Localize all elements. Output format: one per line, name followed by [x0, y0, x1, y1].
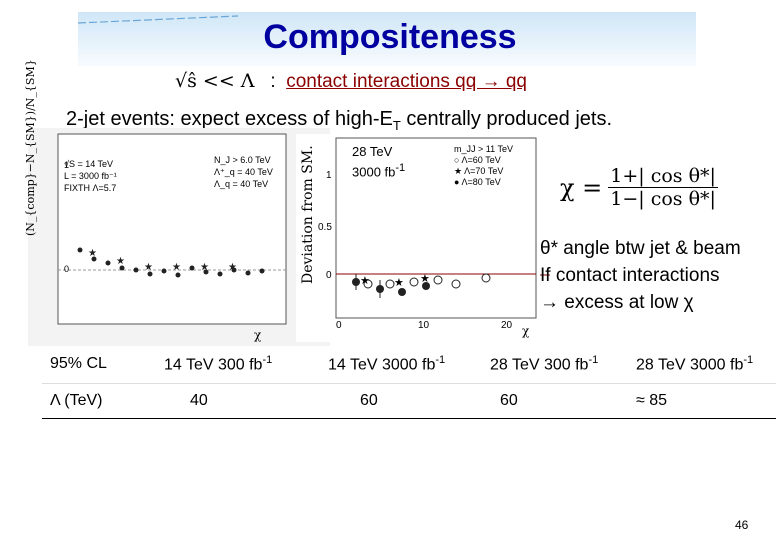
svg-text:★: ★ [420, 273, 430, 285]
left-plot-ylabel: (N_{comp}−N_{SM})/N_{SM} [24, 59, 37, 236]
table-cell: 95% CL [42, 345, 160, 384]
svg-text:★: ★ [172, 262, 181, 273]
results-table: 95% CL 14 TeV 300 fb-1 14 TeV 3000 fb-1 … [42, 345, 776, 419]
chi-numerator: 1+| cos θ*| [608, 165, 718, 188]
right-plot-xlabel: χ [522, 324, 530, 338]
left-ytick-1: 1 [64, 160, 70, 170]
table-sup: -1 [435, 353, 446, 366]
table-sup: -1 [588, 353, 599, 366]
right-legend-3: Λ=80 TeV [461, 177, 501, 187]
right-plot-svg: ★ ★ ★ [335, 137, 537, 319]
right-xtick-0: 0 [336, 320, 342, 331]
table-row: Λ (TeV) 40 60 60 ≈ 85 [42, 383, 776, 419]
right-plot-points: ★ ★ ★ [352, 273, 491, 298]
note-line-1: θ* angle btw jet & beam [540, 238, 741, 259]
table-cell-text: 28 TeV 300 fb [490, 356, 589, 374]
subtitle-math: √ŝ << Λ [175, 70, 255, 92]
left-plot-cut: N_J > 6.0 TeV Λ⁺_q = 40 TeV Λ_q = 40 TeV [214, 154, 273, 190]
svg-text:★: ★ [394, 277, 404, 289]
table-cell-text: 28 TeV 3000 fb [636, 356, 744, 374]
right-ytick-1: 1 [326, 170, 332, 181]
intro-tail: centrally produced jets. [400, 108, 613, 130]
table-cell: 60 [486, 383, 632, 419]
note-line-3: → excess at low χ [540, 292, 694, 313]
chi-denominator: 1−| cos θ*| [610, 188, 716, 210]
subtitle: √ŝ << Λ : contact interactions qq → qq [175, 70, 527, 93]
table-cell: ≈ 85 [632, 383, 776, 419]
chi-formula: χ = 1+| cos θ*| 1−| cos θ*| [560, 165, 718, 210]
banner-decoration [78, 15, 239, 24]
intro-text: 2-jet events: expect excess of high-ET c… [66, 108, 612, 133]
svg-text:★: ★ [144, 262, 153, 273]
right-mass-cut: m_JJ > 11 TeV [454, 144, 513, 154]
slide-title: Compositeness [263, 18, 517, 56]
left-ytick-0: 0 [64, 264, 70, 274]
red-line-extension [540, 274, 550, 276]
right-xtick-20: 20 [501, 320, 513, 331]
right-ytick-0: 0 [326, 270, 332, 281]
subtitle-colon: : [270, 71, 276, 92]
svg-text:★: ★ [360, 275, 370, 287]
left-cut-label: N_J > 6.0 TeV [214, 155, 271, 165]
left-plot-points: ★ ★ ★ ★ ★ ★ [77, 247, 265, 278]
subtitle-link: contact interactions qq → qq [286, 71, 527, 92]
right-ytick-05: 0.5 [318, 222, 332, 233]
svg-text:★: ★ [116, 256, 125, 267]
right-energy: 28 TeV [352, 144, 393, 159]
table-cell-text: 14 TeV 3000 fb [328, 356, 436, 374]
table-cell: 28 TeV 3000 fb-1 [632, 345, 776, 384]
right-legend-1: Λ=60 TeV [461, 155, 501, 165]
table-cell: Λ (TeV) [42, 383, 160, 419]
left-legend-entry-1: Λ⁺_q = 40 TeV [214, 167, 273, 177]
page-number: 46 [735, 518, 749, 532]
table-cell: 14 TeV 300 fb-1 [160, 345, 324, 384]
left-plot-xlabel: χ [254, 328, 262, 342]
right-plot-label: 28 TeV 3000 fb-1 [352, 144, 405, 180]
left-legend-entry-2: Λ_q = 40 TeV [214, 179, 269, 189]
svg-text:★: ★ [88, 248, 97, 259]
table-cell: 60 [324, 383, 486, 419]
right-plot-legend: m_JJ > 11 TeV ○ Λ=60 TeV ★ Λ=70 TeV ● Λ=… [454, 144, 513, 187]
left-plot-svg: ★ ★ ★ ★ ★ ★ [28, 128, 330, 346]
intro-sub: T [392, 118, 401, 133]
right-legend-2: Λ=70 TeV [464, 166, 504, 176]
table-row: 95% CL 14 TeV 300 fb-1 14 TeV 3000 fb-1 … [42, 345, 776, 384]
title-banner [78, 12, 696, 66]
table-sup: -1 [262, 353, 273, 366]
left-legend-line-1: √S = 14 TeV [64, 159, 114, 169]
left-plot-legend-text: √S = 14 TeV L = 3000 fb⁻¹ FIXTH Λ=5.7 [64, 158, 117, 194]
chi-lhs: χ = [560, 173, 603, 202]
table-cell: 28 TeV 300 fb-1 [486, 345, 632, 384]
left-legend-line-2: L = 3000 fb⁻¹ [64, 171, 117, 181]
notes: θ* angle btw jet & beam If contact inter… [540, 235, 741, 316]
svg-text:★: ★ [228, 262, 237, 273]
right-plot-ylabel: Deviation from SM. [300, 145, 316, 284]
svg-text:★: ★ [200, 262, 209, 273]
left-legend-line-3: FIXTH Λ=5.7 [64, 183, 117, 193]
table-cell: 14 TeV 3000 fb-1 [324, 345, 486, 384]
right-plot: Deviation from SM. ★ ★ ★ 28 TeV 3000 fb-1… [296, 134, 542, 342]
intro-main: 2-jet events: expect excess of high-E [66, 108, 393, 130]
table-sup: -1 [743, 353, 754, 366]
right-xtick-10: 10 [418, 320, 430, 331]
note-line-2: If contact interactions [540, 265, 720, 286]
table-cell-text: 14 TeV 300 fb [164, 356, 263, 374]
right-lumi: 3000 fb [352, 164, 396, 180]
table-cell: 40 [160, 383, 324, 419]
right-lumi-sup: -1 [395, 162, 406, 174]
left-plot: ★ ★ ★ ★ ★ ★ (N_{comp}−N_{SM})/N_{SM} √S = 1… [24, 59, 330, 346]
